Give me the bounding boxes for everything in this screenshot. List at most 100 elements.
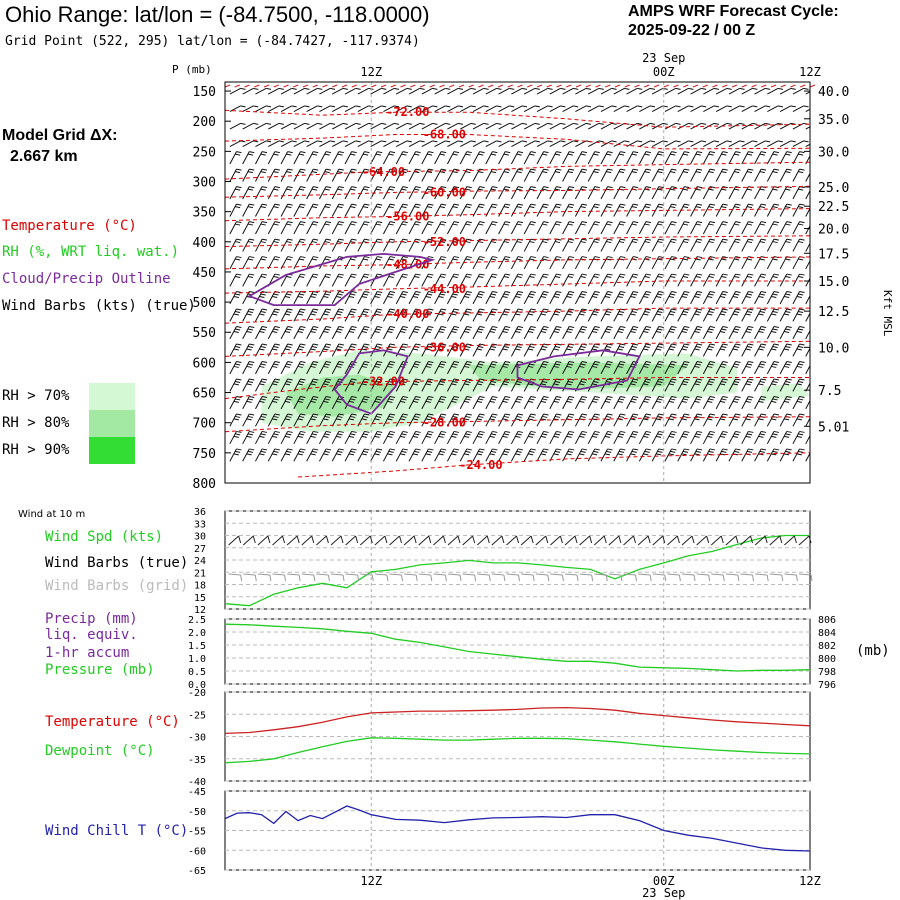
wind-barb: [510, 221, 524, 235]
wind-barb-flag: [811, 259, 816, 260]
top-dash: [780, 84, 786, 88]
wind-barb-flag: [274, 168, 280, 171]
wind-barb-flag: [236, 151, 242, 154]
wind-barb-staff: [331, 168, 340, 182]
wind-barb-flag: [479, 168, 485, 171]
wind-barb-flag: [786, 168, 792, 171]
wind-barb-staff: [485, 256, 493, 270]
wind-barb-flag: [325, 256, 332, 259]
wind-barb: [549, 151, 562, 165]
wind-barb-staff: [638, 448, 647, 462]
wind-barb-staff: [446, 203, 455, 217]
wind-barb-flag: [249, 221, 255, 224]
wind-barb-flag: [765, 140, 771, 143]
wind-barb-staff: [498, 151, 506, 165]
wind-barb-flag: [375, 311, 381, 313]
wind-barb: [383, 87, 400, 95]
wind-barb-flag: [441, 186, 447, 189]
wind-barb-staff: [613, 448, 621, 462]
wind-barb-staff: [613, 122, 625, 130]
surface-wind-barb: [520, 535, 534, 546]
wind-barb: [434, 238, 447, 252]
wind-barb-flag: [502, 383, 508, 386]
wind-barb: [703, 140, 720, 147]
wind-barb-flag: [799, 343, 805, 346]
wind-barb-flag: [400, 348, 406, 351]
wind-barb-flag: [803, 140, 809, 143]
wind-barb-flag: [746, 276, 753, 279]
wind-barb-staff: [613, 256, 621, 270]
wind-barb-staff: [293, 291, 301, 305]
wind-barb-flag: [363, 363, 369, 366]
wind-barb-staff: [485, 273, 493, 287]
wind-barb-flag: [569, 256, 575, 259]
wind-barb-staff: [766, 413, 775, 427]
wind-barb-flag: [503, 241, 509, 244]
wind-barb-staff: [255, 168, 263, 182]
wind-barb-flag: [342, 122, 348, 125]
wind-barb-flag: [311, 293, 318, 296]
wind-barb-flag: [554, 276, 561, 279]
grid-wind-barb: [740, 573, 755, 582]
grid-wind-barb: [608, 573, 623, 582]
wind-barb-flag: [338, 291, 344, 294]
wind-barb-staff: [677, 413, 685, 427]
wind-barb: [293, 140, 310, 147]
wind-barb: [357, 291, 370, 305]
wind-barb-flag: [573, 87, 579, 90]
wind-barb-flag: [529, 433, 535, 436]
grid-wind-barb-flag: [737, 574, 740, 582]
wind-barb-flag: [361, 348, 367, 351]
wind-barb-flag: [260, 415, 266, 418]
wind-barb-flag: [342, 140, 348, 143]
wind-barb-staff: [626, 308, 634, 322]
wind-barb: [306, 361, 319, 375]
wind-barb-flag: [798, 433, 804, 436]
wind-barb-flag: [272, 365, 278, 368]
wind-barb-flag: [240, 105, 246, 108]
wind-barb-flag: [363, 276, 369, 279]
top-dash: [614, 84, 621, 88]
grid-wind-barb-staff: [608, 573, 621, 576]
wind-barb-flag: [489, 418, 495, 421]
wind-barb: [626, 308, 639, 322]
wind-barb-flag: [476, 295, 483, 298]
wind-barb-staff: [255, 87, 267, 95]
surface-wind-barb-staff: [418, 535, 430, 546]
wind-barb-staff: [651, 326, 660, 340]
wind-barb: [344, 122, 361, 130]
wind-barb-flag: [566, 348, 572, 351]
wind-barb: [332, 105, 348, 112]
wind-barb-staff: [741, 413, 749, 427]
wind-barb-flag: [516, 153, 522, 156]
wind-barb: [395, 203, 408, 217]
wind-barb-flag: [799, 203, 805, 206]
wind-barb: [280, 203, 293, 217]
wind-barb: [741, 291, 754, 305]
wind-barb-flag: [287, 343, 293, 346]
wind-barb-flag: [415, 291, 421, 294]
wind-barb-flag: [569, 151, 575, 154]
wind-barb-flag: [329, 140, 336, 143]
wind-barb: [485, 361, 498, 375]
wind-barb-flag: [771, 313, 777, 316]
wind-barb-flag: [593, 311, 599, 313]
wind-barb-flag: [363, 311, 369, 313]
wind-barb: [306, 326, 319, 340]
wind-barb-flag: [246, 365, 252, 368]
wind-barb-staff: [280, 448, 289, 462]
wind-barb-flag: [381, 87, 387, 90]
wind-barb: [319, 326, 332, 340]
wind-barb-flag: [235, 241, 241, 244]
wind-barb-staff: [715, 396, 724, 410]
wind-barb: [293, 378, 306, 392]
wind-barb-flag: [713, 105, 720, 108]
wind-barb-staff: [255, 122, 267, 130]
cloud-outline-0: [247, 252, 436, 307]
wind-barb: [805, 259, 816, 270]
wind-barb-flag: [721, 188, 727, 191]
top-dash: [527, 84, 533, 88]
wind-barb-flag: [649, 122, 656, 125]
wind-barb-flag: [772, 328, 778, 331]
grid-wind-barb: [521, 573, 535, 582]
